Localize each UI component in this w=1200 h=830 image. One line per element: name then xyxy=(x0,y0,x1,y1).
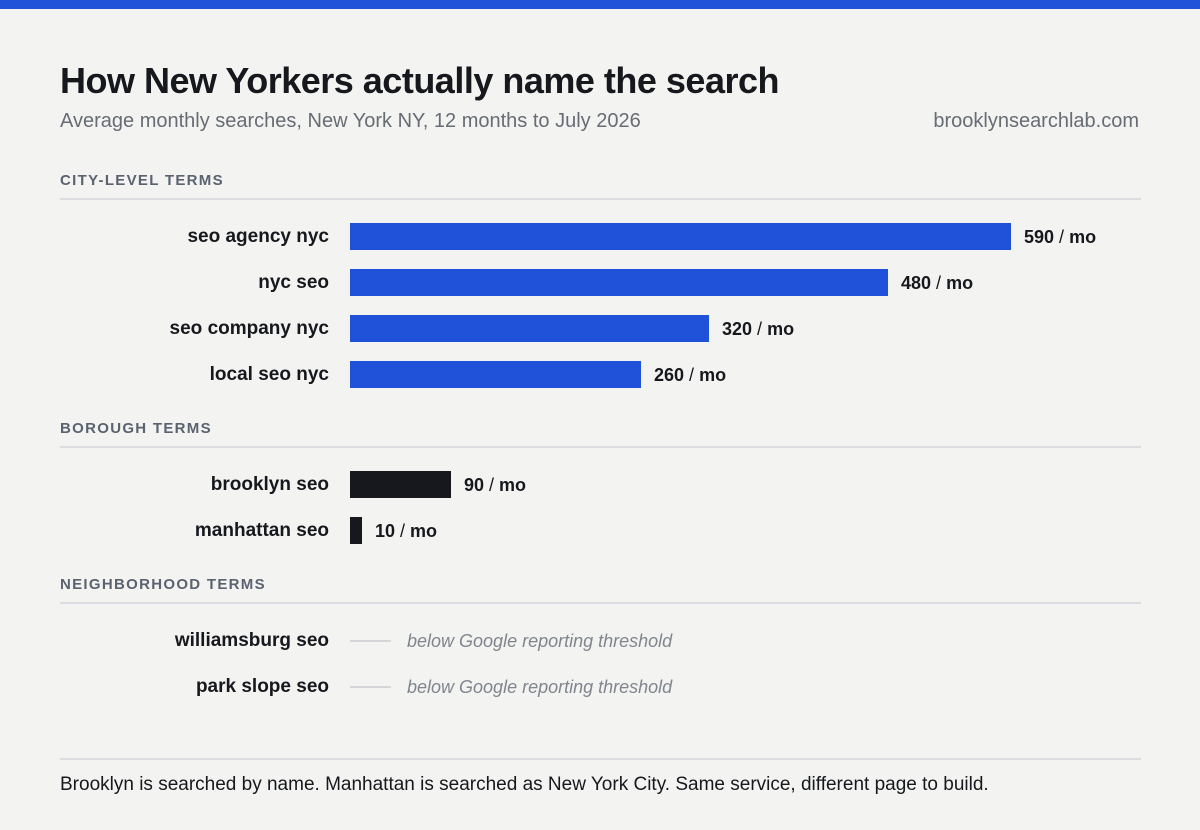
bar-value-label: 480 / mo xyxy=(901,269,973,297)
bar-row: seo company nyc 320 / mo xyxy=(0,315,1200,343)
value-number: 10 xyxy=(375,521,396,541)
bar xyxy=(350,361,641,388)
bar-row: seo agency nyc 590 / mo xyxy=(0,223,1200,251)
bar-value-label: 90 / mo xyxy=(464,471,526,499)
bar-value-label: 10 / mo xyxy=(375,517,437,545)
value-unit: mo xyxy=(767,319,795,339)
value-unit: mo xyxy=(699,365,727,385)
empty-bar-stub xyxy=(350,640,391,642)
top-accent-bar xyxy=(0,0,1200,9)
bar-label: nyc seo xyxy=(258,272,329,293)
value-separator: / xyxy=(395,521,411,541)
bar xyxy=(350,223,1011,250)
bar-value-label: 260 / mo xyxy=(654,361,726,389)
value-unit: mo xyxy=(946,273,974,293)
bar-value-label: 320 / mo xyxy=(722,315,794,343)
section-header: CITY-LEVEL TERMS xyxy=(60,172,1141,200)
bar-label: brooklyn seo xyxy=(210,474,329,495)
bar-label: seo agency nyc xyxy=(187,226,329,247)
site-credit: brooklynsearchlab.com xyxy=(933,110,1139,132)
bar-row: nyc seo 480 / mo xyxy=(0,269,1200,297)
value-unit: mo xyxy=(410,521,438,541)
bar-value-label: 590 / mo xyxy=(1024,223,1096,251)
value-number: 480 xyxy=(901,273,932,293)
value-separator: / xyxy=(1054,227,1070,247)
bar xyxy=(350,269,888,296)
threshold-note: below Google reporting threshold xyxy=(407,631,673,651)
value-separator: / xyxy=(684,365,700,385)
bar-label: manhattan seo xyxy=(194,520,329,541)
empty-bar-stub xyxy=(350,686,391,688)
bar-row: brooklyn seo 90 / mo xyxy=(0,471,1200,499)
value-separator: / xyxy=(931,273,947,293)
value-number: 590 xyxy=(1024,227,1055,247)
value-unit: mo xyxy=(1069,227,1097,247)
footer-caption: Brooklyn is searched by name. Manhattan … xyxy=(60,774,989,795)
value-unit: mo xyxy=(499,475,527,495)
value-number: 320 xyxy=(722,319,753,339)
bar-label: williamsburg seo xyxy=(174,630,329,651)
bar-label: local seo nyc xyxy=(209,364,329,385)
bar-label: park slope seo xyxy=(195,676,329,697)
value-number: 260 xyxy=(654,365,685,385)
bar xyxy=(350,315,709,342)
bar-row: williamsburg seo below Google reporting t… xyxy=(0,627,1200,655)
value-number: 90 xyxy=(464,475,485,495)
bar-row: park slope seo below Google reporting thr… xyxy=(0,673,1200,701)
bar-label: seo company nyc xyxy=(169,318,329,339)
bar-row: local seo nyc 260 / mo xyxy=(0,361,1200,389)
chart-subtitle: Average monthly searches, New York NY, 1… xyxy=(60,110,641,132)
bar xyxy=(350,517,362,544)
chart-title: How New Yorkers actually name the search xyxy=(60,60,779,101)
bar xyxy=(350,471,451,498)
value-separator: / xyxy=(752,319,768,339)
threshold-note: below Google reporting threshold xyxy=(407,677,673,697)
section-header: BOROUGH TERMS xyxy=(60,420,1141,448)
footer-divider xyxy=(60,758,1141,760)
value-separator: / xyxy=(484,475,500,495)
bar-row: manhattan seo 10 / mo xyxy=(0,517,1200,545)
section-header: NEIGHBORHOOD TERMS xyxy=(60,576,1141,604)
